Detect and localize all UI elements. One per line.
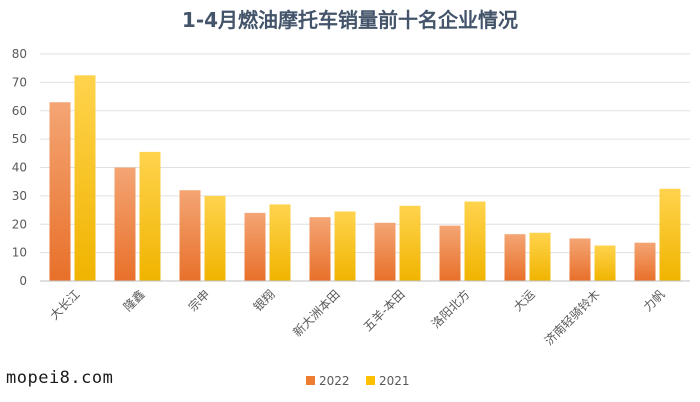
chart-title: 1-4月燃油摩托车销量前十名企业情况: [182, 8, 518, 32]
bar-2021: [594, 245, 616, 281]
bar-2021: [204, 195, 226, 281]
bar-2021: [334, 211, 356, 281]
y-tick-label: 30: [12, 189, 27, 203]
legend-label-2022: 2022: [319, 374, 350, 388]
bar-2022: [49, 102, 71, 281]
x-category-label: 力帆: [640, 287, 668, 315]
x-axis-category-labels: 大长江 隆鑫 宗申 银翔 新大洲本田 五羊-本田 洛阳北方 大运 济南轻骑铃木 力帆: [47, 287, 667, 349]
legend: 2022 2021: [306, 374, 410, 388]
y-tick-label: 40: [12, 161, 27, 175]
y-tick-label: 60: [12, 104, 27, 118]
gridlines: [40, 53, 690, 254]
bar-2021: [74, 75, 96, 281]
bar-2022: [179, 190, 201, 281]
x-category-label: 大运: [511, 287, 538, 314]
x-category-label: 大长江: [47, 287, 82, 322]
bar-2022: [569, 238, 591, 281]
x-category-label: 隆鑫: [120, 287, 148, 315]
bars: [49, 75, 681, 281]
y-tick-label: 10: [12, 246, 27, 260]
x-category-label: 洛阳北方: [428, 287, 473, 332]
watermark-text: mopei8.com: [6, 368, 114, 388]
legend-swatch-2021: [366, 376, 375, 385]
x-category-label: 银翔: [251, 287, 278, 314]
y-tick-label: 20: [12, 217, 27, 231]
x-category-label: 五羊-本田: [360, 287, 408, 335]
y-tick-label: 0: [19, 274, 27, 288]
bar-2022: [244, 212, 266, 281]
bar-2022: [309, 217, 331, 281]
bar-2022: [374, 222, 396, 281]
x-category-label: 济南轻骑铃木: [541, 287, 603, 349]
bar-2022: [504, 234, 526, 281]
y-tick-label: 80: [12, 47, 27, 61]
legend-swatch-2022: [306, 376, 315, 385]
x-category-label: 宗申: [185, 287, 213, 315]
legend-label-2021: 2021: [379, 374, 410, 388]
x-category-label: 新大洲本田: [290, 287, 343, 340]
bar-2022: [439, 225, 461, 281]
bar-2021: [399, 205, 421, 281]
y-axis-ticks: 0 10 20 30 40 50 60 70 80: [12, 47, 27, 288]
bar-2021: [659, 188, 681, 281]
y-tick-label: 50: [12, 132, 27, 146]
bar-2022: [634, 242, 656, 281]
bar-2021: [464, 201, 486, 281]
bar-2021: [139, 151, 161, 281]
bar-2021: [529, 232, 551, 281]
bar-2021: [269, 204, 291, 281]
y-tick-label: 70: [12, 75, 27, 89]
bar-2022: [114, 167, 136, 281]
